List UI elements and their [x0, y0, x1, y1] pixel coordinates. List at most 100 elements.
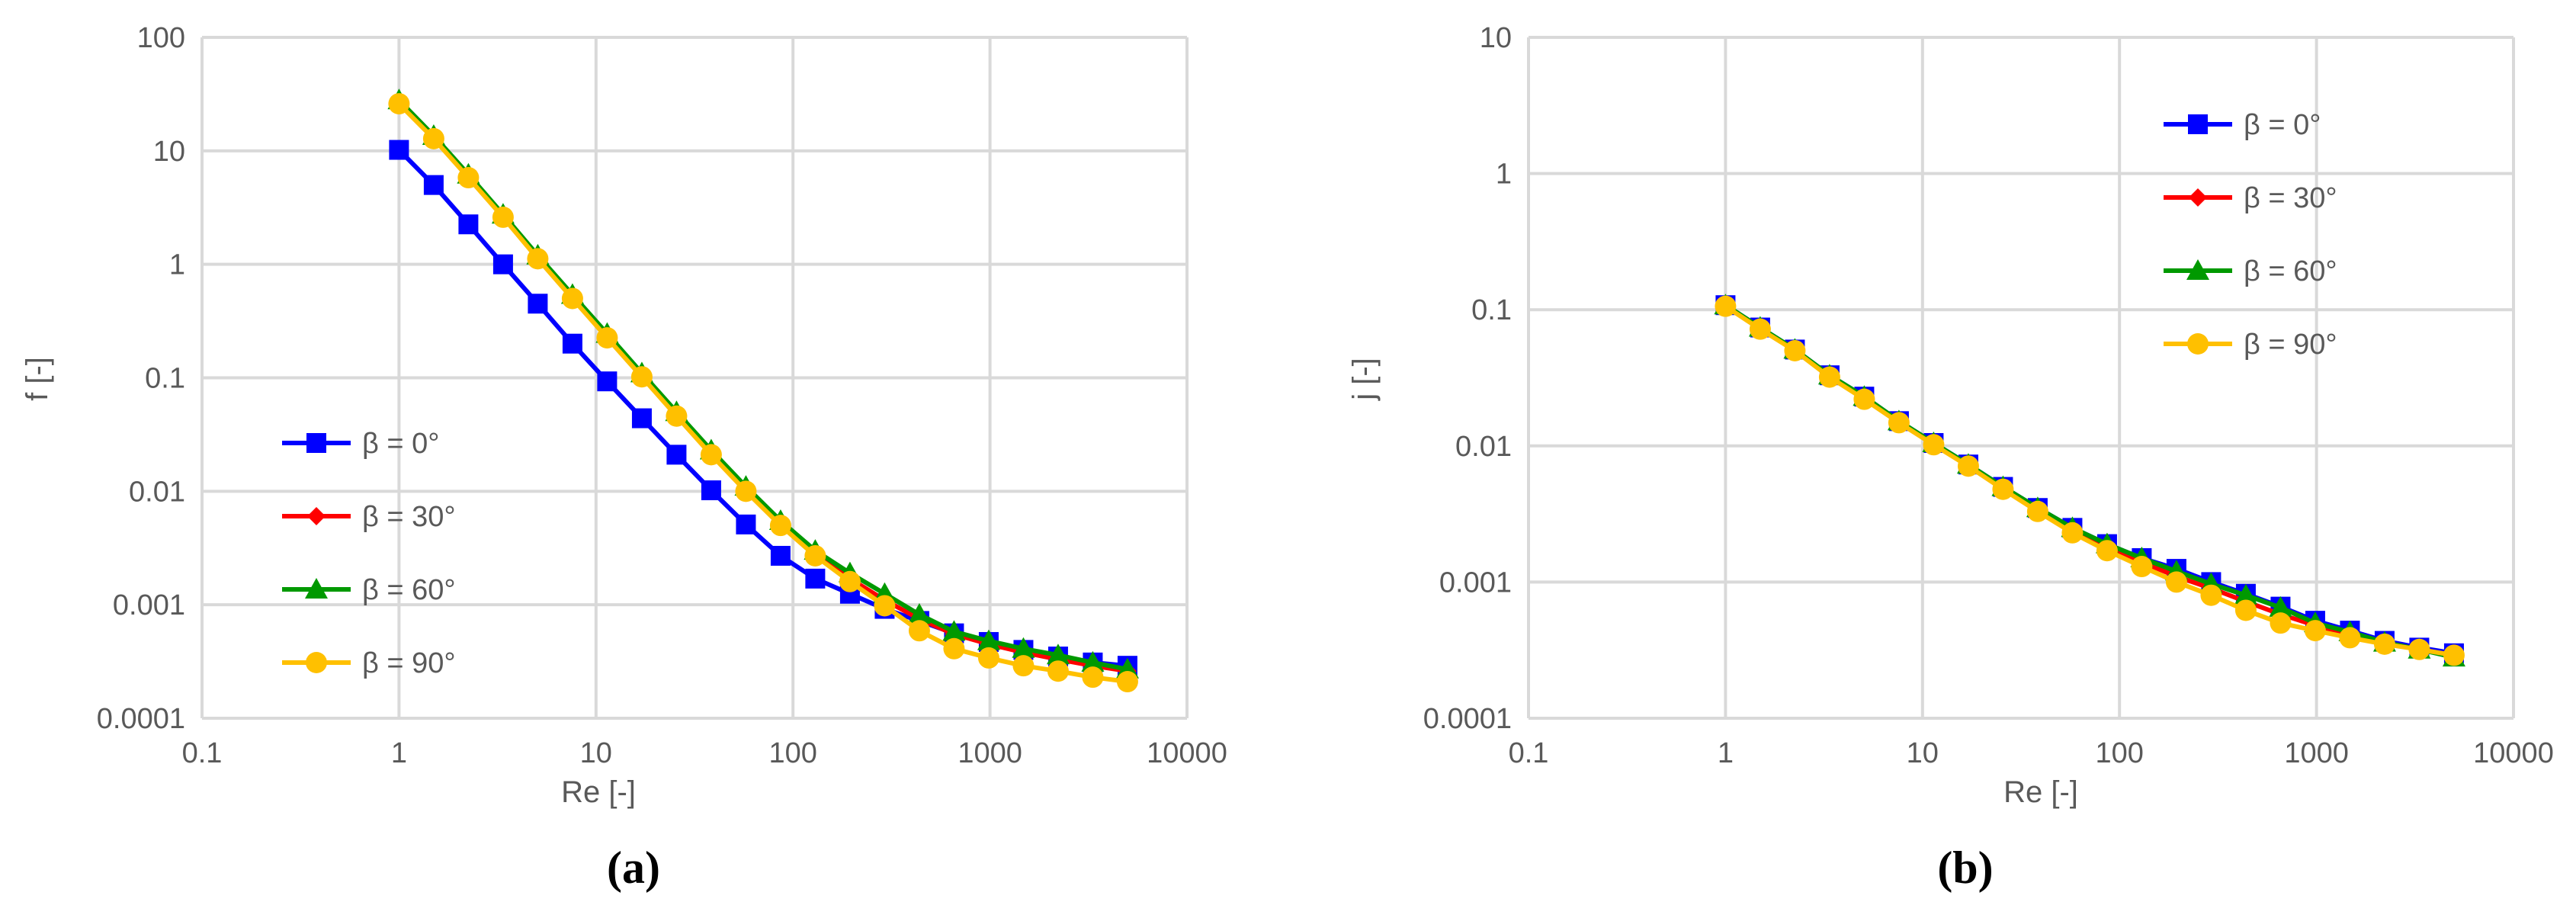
chart-b-legend: β = 0° β = 30° β = 60° β = 90° [2164, 109, 2337, 361]
chart-a-data-point [942, 620, 966, 641]
chart-a-data-point [527, 248, 549, 270]
chart-a-data-point [804, 544, 826, 567]
chart-b-data-point [2373, 633, 2395, 655]
chart-a-y-tick-label: 100 [137, 22, 185, 54]
chart-a-data-point [943, 637, 965, 660]
chart-a-y-axis-title: f [-] [21, 357, 54, 401]
chart-b-legend-item: β = 30° [2164, 182, 2337, 214]
chart-a-data-point [735, 480, 757, 502]
chart-a-data-point [1082, 666, 1104, 688]
chart-b-y-tick-label: 0.001 [1439, 567, 1512, 599]
chart-a-data-point [562, 333, 582, 354]
chart-a-x-tick-label: 10000 [1147, 737, 1227, 769]
chart-a-y-tick-label: 0.001 [113, 589, 185, 621]
chart-a-data-point [770, 545, 791, 566]
chart-b-x-tick-label: 0.1 [1509, 737, 1549, 769]
chart-b-y-tick-label: 0.01 [1455, 431, 1512, 463]
chart-a-legend-label: β = 60° [362, 574, 456, 606]
chart-a-data-point [1012, 637, 1035, 658]
chart-a-panel-label: (a) [607, 843, 660, 893]
chart-b-data-point [1715, 295, 1737, 317]
chart-b-x-tick-label: 1 [1718, 737, 1734, 769]
chart-a-data-point [666, 405, 688, 427]
chart-a-data-point [1116, 671, 1138, 693]
chart-a-data-point [907, 602, 931, 624]
chart-b-ticks: 0.1 1 10 100 1000 10000 0.0001 0.001 0.01 0.1 1 10 [1423, 22, 2554, 769]
chart-b-data-point [1957, 455, 1979, 477]
chart-a-data-point [388, 93, 410, 115]
chart-a-data-point [1047, 660, 1069, 682]
chart-a-legend-label: β = 0° [362, 428, 440, 460]
chart-b-data-point [1784, 339, 1806, 361]
chart-b-legend-label: β = 0° [2244, 109, 2321, 141]
chart-a-data-point [389, 140, 409, 160]
chart-b-legend-label: β = 60° [2244, 255, 2337, 287]
chart-b-series-3 [1715, 295, 2465, 666]
chart-a-data-point [1081, 650, 1105, 672]
chart-b-grid [1527, 36, 2515, 720]
chart-b-legend-label: β = 30° [2244, 182, 2337, 214]
chart-a-legend-item: β = 90° [282, 647, 456, 679]
chart-b-data-point [2096, 540, 2118, 562]
chart-a-data-point [422, 127, 444, 149]
chart-a-data-point [492, 254, 513, 274]
chart-b-x-axis-title: Re [-] [2003, 775, 2078, 809]
chart-b-data-point [1818, 366, 1840, 388]
chart-b-legend-item: β = 60° [2164, 255, 2337, 287]
chart-a-data-point [630, 366, 653, 388]
chart-a-data-point [666, 445, 687, 465]
chart-a-data-point [908, 620, 930, 642]
chart-b-legend-marker [2189, 188, 2207, 207]
chart-b-data-point [2269, 595, 2292, 617]
chart-b-panel-label: (b) [1937, 843, 1993, 893]
chart-a-data-point [492, 206, 514, 228]
chart-a-x-axis-title: Re [-] [561, 775, 636, 809]
chart-b-series [1714, 294, 2465, 667]
chart-b-data-point [1749, 318, 1771, 340]
chart-a-legend-marker [307, 507, 326, 525]
chart-a-legend: β = 0° β = 30° β = 60° β = 90° [282, 428, 456, 679]
chart-b-data-point [2165, 571, 2187, 593]
chart-a-ticks: 0.1 1 10 100 1000 10000 0.0001 0.001 0.01 0.1 1 10 1… [97, 22, 1227, 769]
chart-a-series-3 [388, 93, 1138, 693]
chart-b-legend-item: β = 0° [2164, 109, 2321, 141]
chart-a-y-tick-label: 0.01 [129, 476, 185, 508]
chart-a-x-tick-label: 100 [768, 737, 816, 769]
chart-a-y-tick-label: 1 [169, 249, 185, 281]
chart-a-y-tick-label: 0.0001 [97, 703, 185, 735]
chart-b-x-tick-label: 1000 [2284, 737, 2349, 769]
chart-b-data-point [1888, 412, 1910, 434]
chart-b-data-point [2131, 556, 2153, 578]
chart-a-data-point [769, 515, 791, 537]
chart-b-data-point [1853, 388, 1875, 410]
chart-a-data-point [700, 444, 722, 466]
chart-a-legend-marker [305, 578, 328, 599]
chart-b-legend-marker [2186, 259, 2209, 280]
chart-b-legend-item: β = 90° [2164, 329, 2337, 361]
chart-a-legend-item: β = 0° [282, 428, 440, 460]
chart-b: 0.1 1 10 100 1000 100000.00010.0010.010.1110 … [1347, 22, 2554, 893]
chart-a-data-point [977, 647, 999, 669]
chart-b-data-point [2304, 620, 2326, 642]
chart-b-x-tick-label: 100 [2095, 737, 2143, 769]
chart-a-data-point [1012, 655, 1035, 677]
chart-a-x-tick-label: 0.1 [182, 737, 223, 769]
chart-b-data-point [2026, 500, 2048, 522]
chart-b-legend-marker [2188, 114, 2208, 134]
chart-a-data-point [1046, 644, 1070, 665]
chart-a-data-point [874, 595, 896, 617]
chart-b-data-point [2443, 644, 2465, 666]
chart-a-grid [200, 36, 1189, 720]
chart-a-data-point [458, 214, 479, 235]
chart-a-data-point [597, 371, 618, 392]
chart-a-legend-item: β = 60° [282, 574, 456, 606]
chart-b-legend-label: β = 90° [2244, 329, 2337, 361]
chart-b-data-point [2234, 583, 2257, 605]
chart-a-series [387, 88, 1139, 693]
chart-a-series-line [397, 101, 1128, 684]
chart-a-data-point [457, 167, 480, 189]
chart-b-y-tick-label: 10 [1480, 22, 1512, 54]
chart-b-y-axis-title: j [-] [1347, 358, 1381, 401]
chart-b-data-point [1992, 478, 2014, 500]
